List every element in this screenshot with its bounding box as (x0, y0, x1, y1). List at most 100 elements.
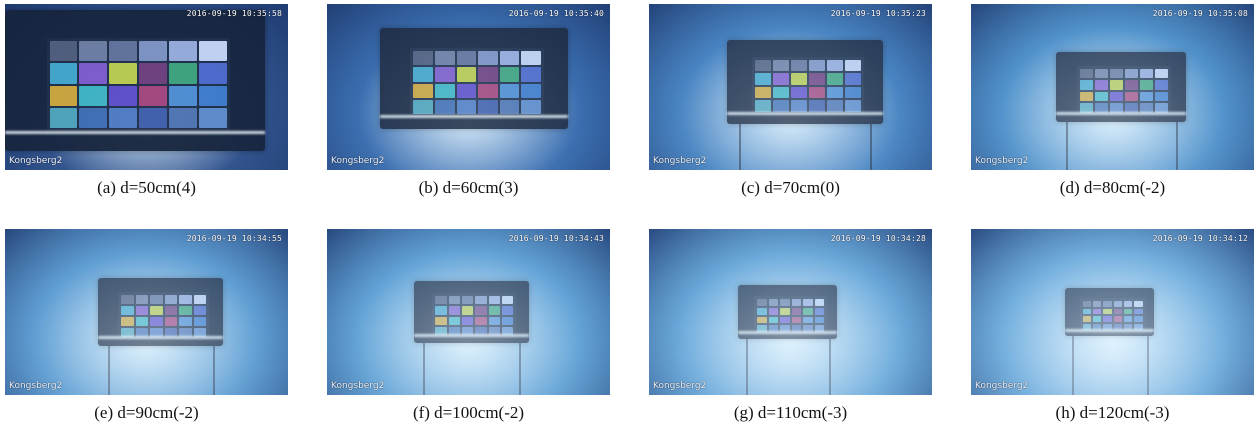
light-glare (5, 131, 266, 135)
light-glare (738, 331, 838, 335)
color-patch (501, 316, 514, 325)
color-patch (1092, 316, 1102, 323)
stand-leg (1072, 335, 1075, 395)
color-patch (1109, 103, 1123, 113)
checker-board (380, 27, 568, 130)
color-patch (413, 99, 433, 115)
color-patch (434, 51, 455, 66)
color-patch (135, 327, 149, 337)
color-patch (754, 100, 771, 113)
color-patch (1082, 308, 1091, 315)
color-patch (434, 67, 455, 82)
color-patch (456, 99, 477, 115)
color-patch (791, 316, 802, 324)
color-patch (780, 316, 790, 324)
color-patch (435, 296, 447, 305)
color-patch (135, 305, 149, 315)
color-patch (808, 59, 825, 72)
color-patch (1140, 91, 1154, 102)
color-patch (790, 86, 807, 99)
stand-leg (746, 338, 749, 395)
color-patch (79, 85, 108, 107)
color-patch (844, 100, 861, 113)
photo-panel: 2016-09-19 10:34:55 Kongsberg2 (5, 229, 288, 395)
color-patch (150, 327, 163, 337)
color-checker-chart (410, 48, 544, 118)
color-patch (790, 73, 807, 85)
color-patch (1140, 68, 1154, 79)
color-patch (193, 316, 207, 326)
color-patch (1082, 316, 1091, 323)
color-patch (844, 86, 861, 99)
color-patch (1124, 300, 1133, 307)
color-checker-chart (1076, 65, 1172, 116)
color-patch (109, 63, 138, 84)
color-patch (803, 298, 813, 306)
color-patch (808, 86, 825, 99)
color-patch (179, 305, 192, 315)
color-patch (1094, 80, 1108, 90)
panel-caption: (f) d=100cm(-2) (412, 403, 525, 422)
color-patch (1134, 300, 1143, 307)
color-patch (164, 327, 178, 337)
color-patch (488, 316, 500, 325)
photo-panel: 2016-09-19 10:34:43 Kongsberg2 (327, 229, 610, 395)
color-patch (521, 51, 541, 66)
color-patch (1124, 316, 1133, 323)
color-patch (791, 307, 802, 315)
color-patch (1079, 68, 1093, 79)
color-patch (164, 316, 178, 326)
color-patch (413, 83, 433, 98)
color-patch (456, 83, 477, 98)
photo-panel: 2016-09-19 10:35:23 Kongsberg2 (649, 4, 932, 170)
light-glare (1065, 329, 1154, 333)
color-patch (499, 99, 520, 115)
panel-caption: (h) d=120cm(-3) (1055, 403, 1170, 422)
panel-caption: (g) d=110cm(-3) (733, 403, 848, 422)
color-patch (521, 99, 541, 115)
color-patch (826, 73, 843, 85)
stand-leg (829, 338, 832, 395)
color-patch (1124, 91, 1139, 102)
color-patch (475, 306, 487, 315)
color-patch (435, 306, 447, 315)
color-patch (499, 83, 520, 98)
stand-leg (1146, 335, 1149, 395)
color-patch (169, 85, 197, 107)
checker-board (5, 9, 266, 151)
light-glare (98, 336, 224, 340)
color-patch (780, 298, 790, 306)
color-patch (1094, 68, 1108, 79)
color-patch (121, 327, 134, 337)
color-patch (1124, 80, 1139, 90)
color-patch (1140, 103, 1154, 113)
color-patch (814, 307, 825, 315)
color-patch (826, 100, 843, 113)
color-patch (1079, 80, 1093, 90)
color-patch (169, 41, 197, 62)
camera-label: Kongsberg2 (975, 381, 1029, 391)
camera-label: Kongsberg2 (331, 381, 385, 391)
photo-panel: 2016-09-19 10:35:58 Kongsberg2 (5, 4, 288, 170)
color-patch (435, 316, 447, 325)
color-patch (1113, 308, 1123, 315)
color-patch (844, 59, 861, 72)
checker-board (726, 39, 883, 125)
color-patch (1103, 316, 1112, 323)
checker-board (738, 285, 838, 339)
color-patch (1113, 316, 1123, 323)
color-patch (1103, 308, 1112, 315)
color-patch (150, 305, 163, 315)
color-patch (150, 316, 163, 326)
color-patch (844, 73, 861, 85)
color-patch (434, 83, 455, 98)
timestamp: 2016-09-19 10:34:43 (508, 234, 604, 243)
color-patch (109, 41, 138, 62)
camera-label: Kongsberg2 (9, 381, 63, 391)
color-checker-chart (432, 293, 517, 338)
color-patch (757, 298, 767, 306)
color-checker-chart (754, 295, 828, 336)
color-patch (499, 67, 520, 82)
color-patch (139, 85, 167, 107)
color-patch (150, 294, 163, 304)
